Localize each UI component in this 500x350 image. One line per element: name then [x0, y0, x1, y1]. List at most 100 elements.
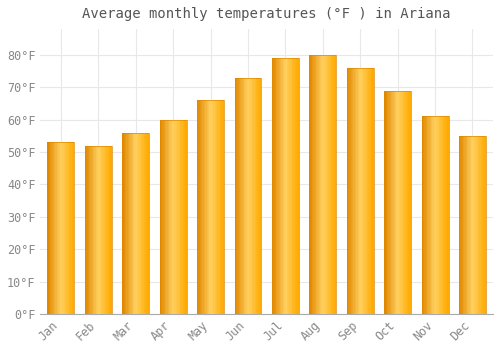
- Bar: [404, 91, 406, 314]
- Bar: [464, 136, 466, 314]
- Bar: [291, 58, 292, 314]
- Bar: [372, 68, 374, 314]
- Bar: [92, 146, 93, 314]
- Bar: [358, 68, 359, 314]
- Bar: [288, 58, 290, 314]
- Bar: [298, 58, 299, 314]
- Bar: [314, 55, 316, 314]
- Bar: [101, 146, 102, 314]
- Bar: [432, 117, 434, 314]
- Bar: [475, 136, 476, 314]
- Bar: [396, 91, 398, 314]
- Bar: [459, 136, 460, 314]
- Bar: [106, 146, 108, 314]
- Bar: [444, 117, 446, 314]
- Bar: [280, 58, 281, 314]
- Bar: [142, 133, 144, 314]
- Bar: [422, 117, 423, 314]
- Bar: [399, 91, 400, 314]
- Bar: [210, 100, 212, 314]
- Bar: [130, 133, 132, 314]
- Bar: [109, 146, 110, 314]
- Bar: [140, 133, 141, 314]
- Bar: [310, 55, 312, 314]
- Bar: [126, 133, 128, 314]
- Bar: [254, 78, 256, 314]
- Bar: [181, 120, 182, 314]
- Bar: [318, 55, 319, 314]
- Bar: [141, 133, 142, 314]
- Bar: [97, 146, 98, 314]
- Bar: [366, 68, 367, 314]
- Bar: [330, 55, 331, 314]
- Bar: [402, 91, 403, 314]
- Bar: [174, 120, 176, 314]
- Bar: [474, 136, 475, 314]
- Bar: [348, 68, 350, 314]
- Bar: [248, 78, 250, 314]
- Bar: [125, 133, 126, 314]
- Bar: [220, 100, 222, 314]
- Bar: [355, 68, 356, 314]
- Bar: [398, 91, 399, 314]
- Bar: [443, 117, 444, 314]
- Bar: [258, 78, 260, 314]
- Bar: [363, 68, 364, 314]
- Bar: [197, 100, 198, 314]
- Bar: [184, 120, 186, 314]
- Bar: [316, 55, 318, 314]
- Bar: [351, 68, 352, 314]
- Bar: [62, 142, 64, 314]
- Bar: [70, 142, 72, 314]
- Bar: [468, 136, 470, 314]
- Bar: [104, 146, 105, 314]
- Bar: [290, 58, 291, 314]
- Bar: [384, 91, 411, 314]
- Bar: [102, 146, 104, 314]
- Bar: [462, 136, 463, 314]
- Bar: [367, 68, 368, 314]
- Bar: [439, 117, 440, 314]
- Bar: [278, 58, 280, 314]
- Bar: [438, 117, 439, 314]
- Bar: [470, 136, 471, 314]
- Bar: [479, 136, 480, 314]
- Bar: [272, 58, 299, 314]
- Bar: [122, 133, 124, 314]
- Bar: [426, 117, 427, 314]
- Bar: [86, 146, 88, 314]
- Bar: [93, 146, 94, 314]
- Bar: [172, 120, 173, 314]
- Bar: [384, 91, 386, 314]
- Bar: [65, 142, 66, 314]
- Bar: [390, 91, 391, 314]
- Bar: [205, 100, 206, 314]
- Bar: [160, 120, 186, 314]
- Bar: [137, 133, 138, 314]
- Bar: [61, 142, 62, 314]
- Bar: [90, 146, 92, 314]
- Bar: [260, 78, 262, 314]
- Bar: [310, 55, 336, 314]
- Bar: [129, 133, 130, 314]
- Bar: [252, 78, 254, 314]
- Bar: [472, 136, 474, 314]
- Bar: [73, 142, 74, 314]
- Bar: [162, 120, 164, 314]
- Bar: [395, 91, 396, 314]
- Bar: [144, 133, 145, 314]
- Bar: [386, 91, 387, 314]
- Bar: [57, 142, 58, 314]
- Bar: [88, 146, 89, 314]
- Bar: [447, 117, 448, 314]
- Bar: [335, 55, 336, 314]
- Bar: [64, 142, 65, 314]
- Bar: [484, 136, 486, 314]
- Bar: [286, 58, 288, 314]
- Bar: [334, 55, 335, 314]
- Bar: [60, 142, 61, 314]
- Bar: [182, 120, 184, 314]
- Bar: [213, 100, 214, 314]
- Bar: [108, 146, 109, 314]
- Bar: [459, 136, 486, 314]
